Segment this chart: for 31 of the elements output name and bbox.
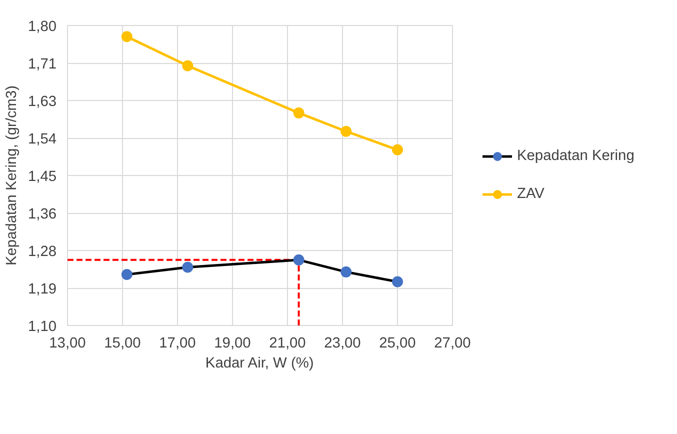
legend-label: Kepadatan Kering — [517, 148, 634, 164]
point — [182, 60, 194, 72]
point — [340, 126, 352, 137]
x-tick-label: 17,00 — [159, 336, 196, 352]
x-tick-label: 23,00 — [324, 336, 361, 352]
point — [121, 31, 132, 42]
x-tick-label: 21,00 — [269, 336, 306, 352]
y-tick-label: 1,28 — [28, 244, 57, 260]
y-tick-label: 1,36 — [28, 206, 57, 222]
y-axis-title: Kepadatan Kering, (gr/cm3) — [4, 85, 20, 266]
x-tick-label: 27,00 — [434, 336, 471, 352]
x-tick-label: 19,00 — [214, 336, 251, 352]
y-tick-label: 1,19 — [28, 282, 57, 298]
x-tick-label: 25,00 — [379, 336, 416, 352]
y-tick-label: 1,45 — [28, 169, 57, 185]
y-tick-label: 1,63 — [28, 94, 57, 110]
point — [340, 266, 352, 278]
point — [392, 276, 403, 288]
y-tick-label: 1,54 — [28, 132, 57, 148]
point — [293, 107, 304, 118]
x-axis-title: Kadar Air, W (%) — [205, 356, 314, 372]
legend-label: ZAV — [517, 186, 544, 202]
y-tick-label: 1,71 — [28, 56, 57, 72]
point — [392, 144, 403, 156]
x-tick-label: 13,00 — [49, 336, 86, 352]
point — [293, 254, 304, 266]
y-tick-label: 1,10 — [28, 319, 57, 335]
y-tick-label: 1,80 — [28, 19, 57, 35]
x-tick-label: 15,00 — [104, 336, 141, 352]
point — [182, 262, 194, 273]
point — [121, 269, 132, 280]
